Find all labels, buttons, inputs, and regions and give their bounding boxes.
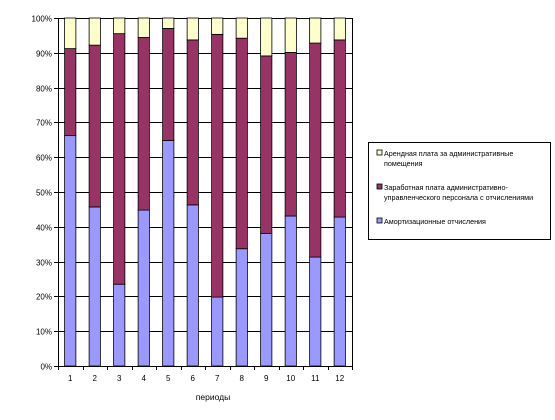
bar-segment-series-3 bbox=[113, 17, 126, 35]
axes bbox=[54, 18, 353, 370]
x-tick-label: 5 bbox=[166, 374, 171, 383]
bar-segment-series-1 bbox=[333, 216, 346, 367]
x-tick-label: 3 bbox=[117, 374, 122, 383]
bar-segment-series-2 bbox=[260, 55, 273, 234]
bar-segment-series-3 bbox=[186, 17, 199, 41]
bar-segment-series-2 bbox=[64, 48, 77, 137]
x-tick-label: 6 bbox=[191, 374, 196, 383]
bar-segment-series-2 bbox=[333, 39, 346, 218]
bar-segment-series-3 bbox=[64, 17, 77, 50]
y-tick-label: 40% bbox=[36, 224, 52, 233]
bar-segment-series-2 bbox=[211, 33, 224, 298]
bar-segment-series-3 bbox=[284, 17, 297, 53]
legend-label-1: Арендная плата за административные bbox=[384, 149, 513, 158]
x-tick-label: 10 bbox=[286, 374, 295, 383]
y-tick-label: 90% bbox=[36, 50, 52, 59]
y-tick-label: 80% bbox=[36, 85, 52, 94]
y-tick-label: 70% bbox=[36, 119, 52, 128]
x-tick-label: 8 bbox=[240, 374, 245, 383]
x-tick-label: 12 bbox=[335, 374, 344, 383]
bar-segment-series-1 bbox=[260, 233, 273, 367]
legend-swatch-3 bbox=[376, 217, 383, 224]
bar-segment-series-2 bbox=[137, 37, 150, 211]
bar-segment-series-2 bbox=[284, 52, 297, 217]
x-tick-label: 9 bbox=[264, 374, 269, 383]
bar-segment-series-2 bbox=[113, 33, 126, 285]
y-tick-label: 50% bbox=[36, 189, 52, 198]
legend-swatch-1 bbox=[376, 149, 383, 156]
bar-segment-series-2 bbox=[162, 28, 175, 141]
y-tick-label: 30% bbox=[36, 259, 52, 268]
bar-segment-series-1 bbox=[235, 248, 248, 367]
legend-label-3: Амортизационные отчисления bbox=[384, 217, 486, 226]
legend-label-1: помещения bbox=[384, 159, 423, 168]
bar-segment-series-3 bbox=[309, 17, 322, 44]
bar-segment-series-2 bbox=[309, 42, 322, 258]
bar-segment-series-3 bbox=[260, 17, 273, 57]
x-tick-label: 4 bbox=[142, 374, 147, 383]
y-tick-label: 0% bbox=[40, 363, 52, 372]
labels: 0%10%20%30%40%50%60%70%80%90%100%1 2 3 4 5 6 7… bbox=[32, 15, 345, 403]
bars bbox=[64, 17, 346, 367]
y-tick-label: 10% bbox=[36, 328, 52, 337]
bar-segment-series-1 bbox=[64, 135, 77, 367]
y-tick-label: 100% bbox=[32, 15, 52, 24]
bar-segment-series-1 bbox=[162, 140, 175, 367]
bar-segment-series-1 bbox=[284, 215, 297, 367]
y-tick-label: 20% bbox=[36, 293, 52, 302]
bar-segment-series-3 bbox=[88, 17, 101, 46]
bar-segment-series-3 bbox=[137, 17, 150, 38]
legend-swatch-2 bbox=[376, 183, 383, 190]
legend: Арендная плата за административныепомеще… bbox=[368, 142, 551, 240]
y-tick-label: 60% bbox=[36, 154, 52, 163]
bar-segment-series-1 bbox=[88, 206, 101, 367]
bar-segment-series-3 bbox=[333, 17, 346, 41]
bar-segment-series-1 bbox=[186, 204, 199, 367]
bar-segment-series-3 bbox=[211, 17, 224, 35]
bar-segment-series-2 bbox=[88, 44, 101, 208]
legend-box bbox=[368, 142, 551, 240]
bar-segment-series-1 bbox=[309, 256, 322, 367]
x-tick-label: 1 bbox=[68, 374, 73, 383]
grid bbox=[58, 18, 352, 367]
bar-segment-series-3 bbox=[235, 17, 248, 39]
legend-label-2: управленческого персонала с отчислениями bbox=[384, 193, 533, 202]
x-tick-label: 7 bbox=[215, 374, 220, 383]
x-tick-label: 2 bbox=[93, 374, 98, 383]
legend-label-2: Заработная плата административно- bbox=[384, 183, 509, 192]
bar-segment-series-1 bbox=[211, 296, 224, 367]
bar-segment-series-1 bbox=[137, 209, 150, 367]
bar-segment-series-2 bbox=[186, 39, 199, 206]
x-tick-label: 11 bbox=[311, 374, 320, 383]
bar-segment-series-1 bbox=[113, 283, 126, 367]
bar-segment-series-3 bbox=[162, 17, 175, 29]
bar-segment-series-2 bbox=[235, 37, 248, 250]
x-axis-title: периоды bbox=[196, 392, 230, 402]
